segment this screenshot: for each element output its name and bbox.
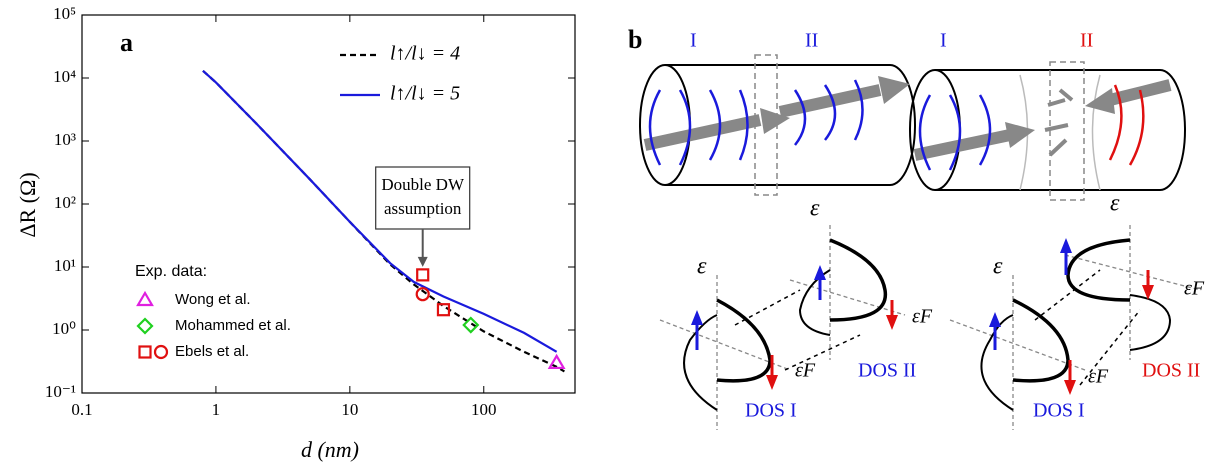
- legend-label: Mohammed et al.: [175, 317, 291, 334]
- arrowhead: [760, 108, 790, 134]
- y-tick-label: 10¹: [54, 256, 76, 275]
- cylinder-end: [1159, 69, 1186, 191]
- x-tick-label: 10: [341, 400, 358, 419]
- transition-arrows: [734, 269, 1141, 386]
- scatter-point: [416, 268, 430, 282]
- region-label: I: [940, 30, 947, 52]
- legend-label: l↑/l↓ = 4: [390, 43, 460, 65]
- arrowhead: [1005, 122, 1035, 148]
- region-label: I: [690, 30, 697, 52]
- spin-arrows: [648, 79, 864, 166]
- spin-arrows: [918, 94, 992, 171]
- x-tick-label: 0.1: [71, 400, 92, 419]
- panel-b-diagram: b: [628, 25, 1201, 430]
- legend-label: Wong et al.: [175, 291, 251, 308]
- fermi-label: εF: [1184, 278, 1205, 300]
- fermi-label: εF: [1088, 366, 1109, 388]
- plot-frame: [81, 14, 576, 394]
- annotation-arrowhead: [417, 256, 428, 267]
- y-tick-label: 10³: [54, 130, 76, 149]
- legend-marker: [138, 345, 152, 359]
- y-tick-label: 10⁰: [52, 319, 76, 338]
- big-arrow: [643, 114, 762, 151]
- region-label: II: [1080, 30, 1093, 52]
- big-arrow: [778, 84, 882, 118]
- x-tick-label: 1: [212, 400, 221, 419]
- region-label: II: [805, 30, 818, 52]
- dos-label: DOS I: [745, 400, 797, 422]
- scatter-point: [436, 303, 451, 317]
- cylinder-end: [909, 69, 961, 191]
- y-tick-label: 10²: [54, 193, 76, 212]
- scatter-legend-title: Exp. data:: [135, 263, 207, 280]
- fermi-label: εF: [912, 306, 933, 328]
- y-tick-label: 10⁻¹: [45, 382, 76, 401]
- y-tick-label: 10⁵: [53, 4, 76, 23]
- energy-label: ε: [993, 254, 1003, 280]
- dos-label: DOS I: [1033, 400, 1085, 422]
- legend-marker: [153, 344, 169, 360]
- panel-label: b: [628, 25, 642, 54]
- fermi-label: εF: [795, 360, 816, 382]
- legend-marker: [136, 290, 154, 307]
- spin-arrows: [1108, 84, 1145, 166]
- energy-label: ε: [1110, 191, 1120, 217]
- cylinder-edge: [935, 69, 1160, 191]
- dos-label: DOS II: [1142, 360, 1200, 382]
- dos-curves: [683, 238, 1172, 411]
- cylinder-end: [889, 64, 916, 186]
- spin-markers: [691, 238, 1154, 395]
- series-line: [202, 70, 558, 353]
- dos-axes: [659, 225, 1201, 430]
- legend-label: l↑/l↓ = 5: [390, 83, 460, 105]
- legend-label: Ebels et al.: [175, 343, 249, 360]
- wall-spins: [1044, 88, 1074, 157]
- panel-b-labels: I II I II ε ε ε ε εF εF εF εF DOS I DOS …: [690, 30, 1205, 422]
- energy-label: ε: [697, 254, 707, 280]
- energy-label: ε: [810, 196, 820, 222]
- x-tick-label: 100: [471, 400, 497, 419]
- dos-label: DOS II: [858, 360, 916, 382]
- panel-label: a: [120, 28, 133, 57]
- big-arrow: [913, 129, 1012, 161]
- scatter-point: [547, 353, 566, 370]
- legend-marker: [136, 317, 154, 335]
- arrowhead: [878, 76, 910, 104]
- annotation-text: assumption: [384, 199, 462, 218]
- cylinder-end: [639, 64, 691, 186]
- arrowhead: [1085, 88, 1115, 114]
- scatter-point: [415, 287, 430, 302]
- x-axis-label: d (nm): [301, 437, 359, 462]
- wall-box: [1049, 61, 1085, 201]
- scatter-point: [462, 316, 480, 334]
- annotation-text: Double DW: [381, 175, 465, 194]
- y-tick-label: 10⁴: [53, 67, 76, 86]
- y-axis-label: ΔR (Ω): [15, 172, 40, 237]
